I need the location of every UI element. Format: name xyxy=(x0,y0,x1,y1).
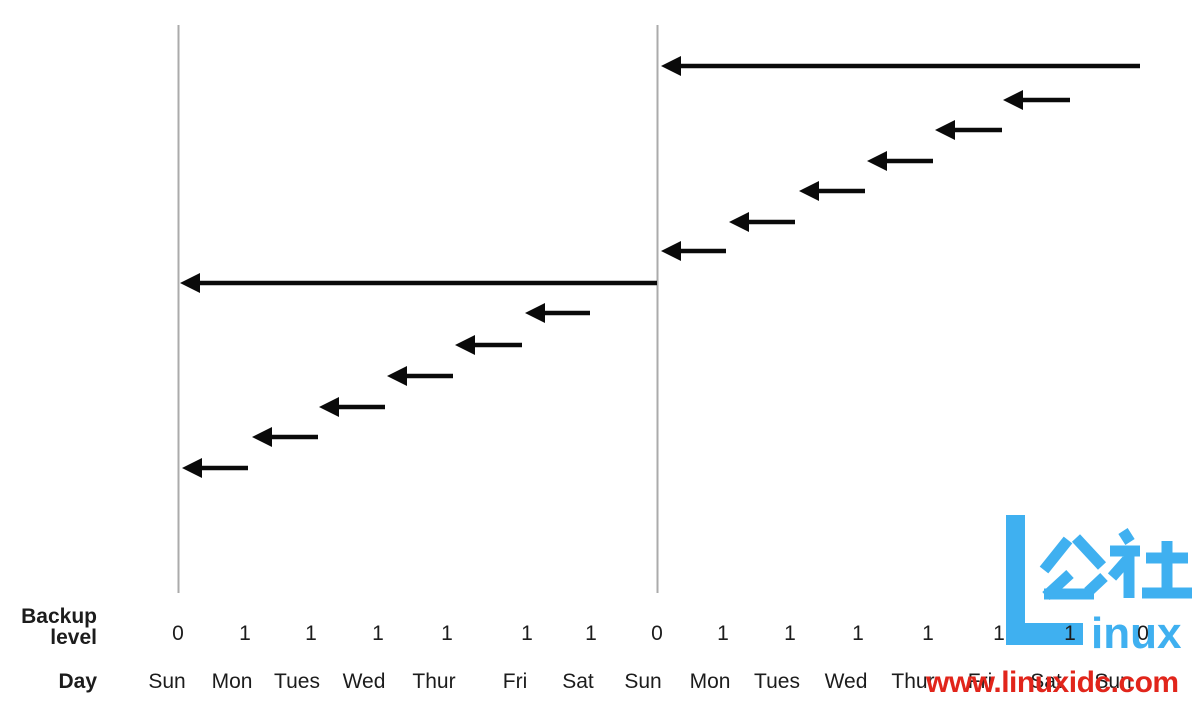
daily-level1-arrowhead xyxy=(729,212,749,232)
day-caption: Day xyxy=(58,670,97,693)
daily-level1-arrowhead xyxy=(182,458,202,478)
daily-level1-arrowhead xyxy=(799,181,819,201)
daily-level1-arrowhead xyxy=(1003,90,1023,110)
logo-inux-text: inux xyxy=(1091,609,1182,658)
backup-level-caption: Backup level xyxy=(0,606,97,648)
daily-level1-arrowhead xyxy=(661,241,681,261)
daily-level1-arrowhead xyxy=(387,366,407,386)
daily-level1-arrowhead xyxy=(525,303,545,323)
daily-level1-arrowhead xyxy=(252,427,272,447)
weekly-level0-arrowhead xyxy=(661,56,681,76)
backup-caption-line1: Backup xyxy=(21,605,97,628)
daily-level1-arrowhead xyxy=(319,397,339,417)
daily-level1-arrowhead xyxy=(867,151,887,171)
daily-level1-arrowhead xyxy=(935,120,955,140)
backup-caption-line2: level xyxy=(50,626,97,649)
weekly-level0-arrowhead xyxy=(180,273,200,293)
logo-l-foot-bar xyxy=(1006,623,1083,645)
daily-level1-arrowhead xyxy=(455,335,475,355)
logo-cjk-gongshe-glyphs xyxy=(1039,528,1192,601)
logo-l-vertical-bar xyxy=(1006,515,1025,645)
watermark-url-text: www.linuxidc.com xyxy=(926,666,1179,699)
